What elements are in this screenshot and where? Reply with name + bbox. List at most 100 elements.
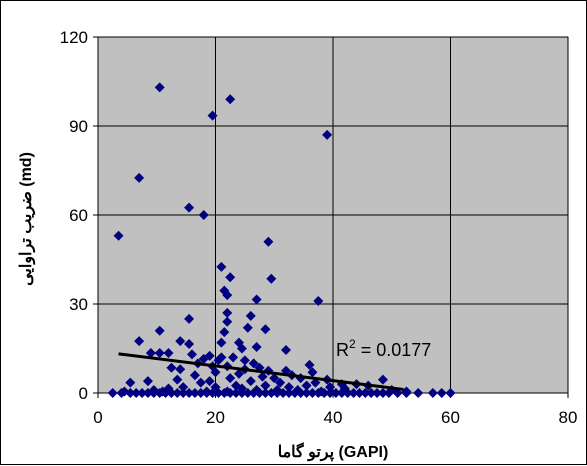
data-point [281,344,291,355]
y-tick-label: 0 [79,384,88,403]
data-point [228,352,239,363]
data-point [195,377,206,388]
data-point [225,272,236,283]
data-point [313,388,324,398]
y-axis-title: ضریب تراوایی (md) [18,152,36,286]
data-point [163,347,174,358]
data-point [234,368,244,379]
data-point [330,388,341,398]
data-point [210,367,221,378]
data-point [260,380,271,391]
y-tick-label: 90 [69,117,88,136]
data-point [360,388,371,398]
x-axis-title: پرتو گاما (GAPI) [278,442,389,462]
data-point [307,367,318,378]
data-point [207,388,218,398]
data-point [260,324,271,335]
data-point [204,376,215,387]
data-point [251,342,262,353]
data-point [172,374,183,385]
data-point [178,388,189,398]
data-point [322,129,333,140]
data-point [216,337,227,348]
data-point [236,343,247,354]
data-point [266,273,277,284]
data-point [325,382,336,393]
data-point [372,388,383,398]
y-tick-label: 30 [69,295,88,314]
x-tick-label: 80 [559,408,578,427]
data-point [245,376,256,387]
data-point [301,380,312,391]
data-point [134,172,145,183]
r-squared-annotation: R2 = 0.0177 [336,337,431,360]
data-point [304,359,315,370]
data-point [198,353,209,364]
data-point [354,388,365,398]
data-point [348,388,359,398]
data-point [137,388,148,398]
data-point [107,388,118,398]
data-point [184,339,195,350]
data-point [242,322,253,333]
data-point [219,388,230,398]
data-point [278,388,289,398]
data-point [445,388,456,398]
data-point [198,210,209,220]
data-point [160,388,171,398]
data-point [307,388,318,398]
data-point [225,388,236,398]
data-point [377,374,388,385]
data-point [154,388,165,398]
data-point [154,82,165,93]
trendline [118,352,404,391]
data-point [383,388,394,398]
data-point [219,327,230,338]
x-tick-label: 0 [93,408,102,427]
data-point [145,347,156,358]
data-point [189,388,200,398]
data-point [260,388,271,398]
data-point [222,307,233,318]
data-point [283,388,294,398]
data-point [275,377,286,388]
tick-labels: 0 30 60 90 120 0 20 40 60 80 [60,28,578,427]
data-point [269,373,280,384]
x-tick-label: 40 [324,408,343,427]
data-point [216,261,227,272]
data-point [254,388,265,398]
data-point [225,94,236,105]
data-point [116,388,127,398]
data-point [239,355,250,366]
data-point [401,388,412,398]
data-point [289,388,300,398]
data-point [313,296,324,307]
data-points [107,82,456,398]
data-point [231,388,242,398]
data-point [154,347,165,358]
data-point [301,388,312,398]
data-point [248,388,259,398]
data-point [172,388,183,398]
data-point [283,382,294,393]
data-point [242,388,253,398]
data-point [113,230,124,241]
data-point [427,388,438,398]
data-point [213,388,224,398]
data-point [154,325,165,336]
data-point [251,294,262,305]
data-point [413,388,424,398]
data-point [222,290,233,301]
data-point [166,388,177,398]
data-point [207,110,218,121]
data-point [245,310,256,321]
data-point [142,376,153,387]
data-point [195,388,206,398]
data-point [436,388,447,398]
data-point [257,371,268,382]
y-tick-label: 120 [60,28,88,47]
data-point [266,388,277,398]
y-tick-label: 60 [69,206,88,225]
